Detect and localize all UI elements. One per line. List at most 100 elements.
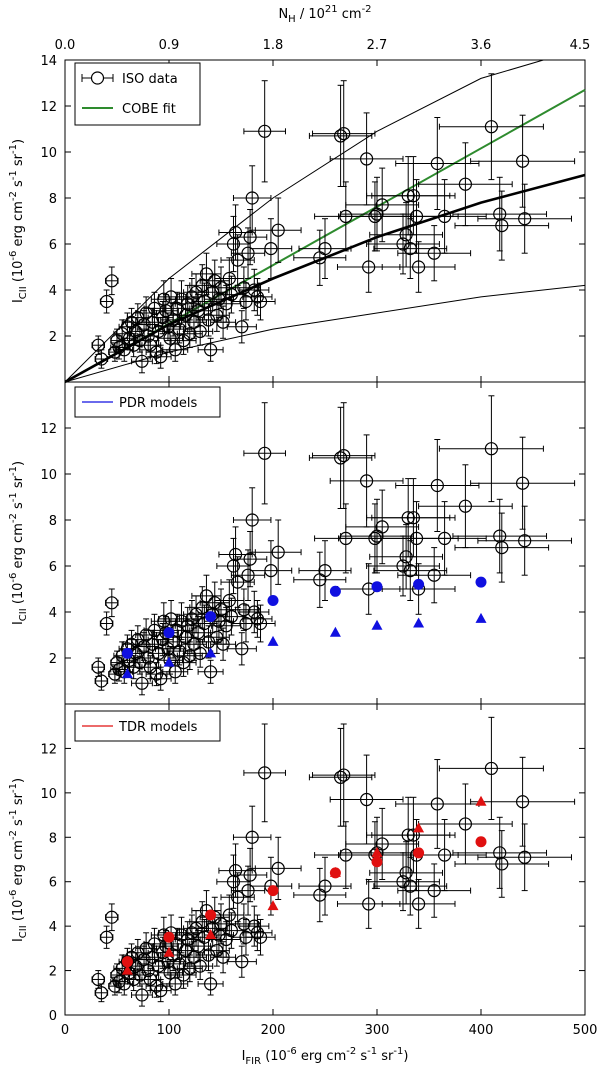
iso-data-point [197, 294, 211, 309]
iso-data-point [243, 230, 257, 244]
tdr-model-triangle [163, 946, 175, 957]
iso-data-point [337, 768, 351, 782]
iso-data-point [94, 674, 109, 688]
pdr-model-triangle [121, 668, 133, 679]
iso-data-points [91, 73, 576, 1007]
y-axis-label-middle: ICII (10-6 erg cm-2 s-1 sr-1) [8, 461, 29, 625]
tdr-model-triangle [267, 900, 279, 911]
x-tick-label: 0 [61, 1023, 69, 1038]
iso-data-point [406, 189, 420, 203]
iso-data-point [197, 616, 211, 631]
pdr-model-circle [371, 581, 383, 593]
iso-data-point [235, 642, 249, 656]
pdr-model-triangle [205, 647, 217, 658]
iso-data-point [235, 955, 249, 969]
y-tick-label: 2 [49, 652, 57, 667]
iso-data-point [430, 478, 444, 493]
tdr-model-circle [371, 856, 383, 868]
iso-data-point [375, 198, 389, 212]
tdr-model-circle [267, 885, 279, 897]
iso-data-point [183, 327, 197, 341]
iso-data-point [362, 897, 376, 911]
iso-data-point [243, 552, 257, 566]
iso-data-point [193, 324, 207, 338]
pdr-model-triangle [329, 626, 341, 637]
iso-data-point [375, 520, 389, 534]
iso-data-point [231, 575, 245, 589]
pdr-model-triangle [163, 656, 175, 667]
legend-tdr-label: TDR models [118, 720, 198, 735]
iso-data-point [105, 274, 119, 288]
y-tick-label: 10 [40, 468, 57, 483]
iso-data-point [91, 338, 105, 352]
iso-data-point [237, 603, 251, 617]
iso-data-point [129, 324, 143, 338]
pdr-model-circle [475, 576, 487, 588]
top-axis-ticks: 0.0 0.9 1.8 2.7 3.6 4.5 [55, 38, 591, 53]
tdr-model-triangle [475, 795, 487, 806]
iso-data-point [318, 563, 332, 578]
top-axis-label: NH / 1021 cm-2 [278, 4, 371, 25]
iso-data-point [243, 868, 257, 882]
y-axis-label-bottom: ICII (10-6 erg cm-2 s-1 sr-1) [8, 778, 29, 942]
iso-data-point [245, 830, 259, 844]
y-tick-label: 6 [49, 876, 57, 891]
tdr-model-circle [163, 931, 175, 943]
y-tick-label: 0 [49, 1009, 57, 1024]
tdr-model-triangle [205, 929, 217, 940]
iso-data-point [222, 271, 236, 286]
top-tick-label: 1.8 [263, 38, 284, 53]
iso-data-point [518, 850, 532, 864]
iso-data-point [484, 120, 498, 134]
top-tick-label: 3.6 [471, 38, 492, 53]
iso-data-point [105, 596, 119, 610]
iso-data-point [91, 972, 105, 987]
iso-data-point [334, 770, 348, 784]
iso-data-point [458, 499, 472, 513]
iso-data-point [105, 910, 119, 924]
iso-data-point [360, 474, 374, 488]
pdr-model-circle [267, 595, 279, 606]
iso-data-point [201, 635, 216, 649]
y-tick-label: 12 [40, 100, 57, 115]
iso-data-point [412, 260, 426, 274]
top-tick-label: 0.0 [55, 38, 76, 53]
iso-data-point [228, 864, 243, 878]
iso-data-point [375, 837, 389, 851]
iso-data-point [360, 792, 374, 807]
pdr-model-circle [205, 611, 217, 623]
top-tick-label: 0.9 [159, 38, 180, 53]
iso-data-point [135, 988, 149, 1002]
iso-data-point [258, 766, 272, 780]
iso-data-point [237, 281, 251, 295]
iso-data-point [337, 127, 351, 141]
panel-bottom-frame [64, 703, 586, 1016]
pdr-model-circle [163, 627, 175, 639]
tdr-model-triangle [413, 822, 425, 833]
pdr-model-triangle [267, 635, 279, 646]
iso-data-point [193, 959, 207, 973]
iso-data-point [183, 649, 197, 663]
iso-data-point [264, 242, 278, 256]
iso-data-point [241, 246, 255, 260]
iso-data-point [168, 665, 182, 679]
y-tick-label: 8 [49, 831, 57, 846]
iso-data-point [318, 242, 332, 256]
iso-data-point [235, 320, 249, 334]
pdr-model-circle [121, 647, 133, 659]
iso-data-point [195, 600, 209, 615]
iso-data-point [195, 278, 209, 292]
iso-data-point [91, 660, 105, 674]
pdr-model-triangle [413, 617, 425, 628]
iso-data-point [214, 281, 228, 295]
iso-data-point [515, 476, 530, 490]
iso-data-point [253, 930, 268, 944]
iso-data-point [99, 930, 114, 944]
x-tick-label: 300 [365, 1023, 390, 1038]
iso-data-point [458, 177, 472, 191]
iso-data-point [231, 890, 245, 904]
axis-ticks: 2 4 6 8 10 12 14 2 4 6 8 10 12 0 2 4 6 8 10 12 0 100 200 300 400… [40, 54, 597, 1038]
legend-iso-marker [90, 71, 105, 85]
model-markers [121, 576, 487, 975]
